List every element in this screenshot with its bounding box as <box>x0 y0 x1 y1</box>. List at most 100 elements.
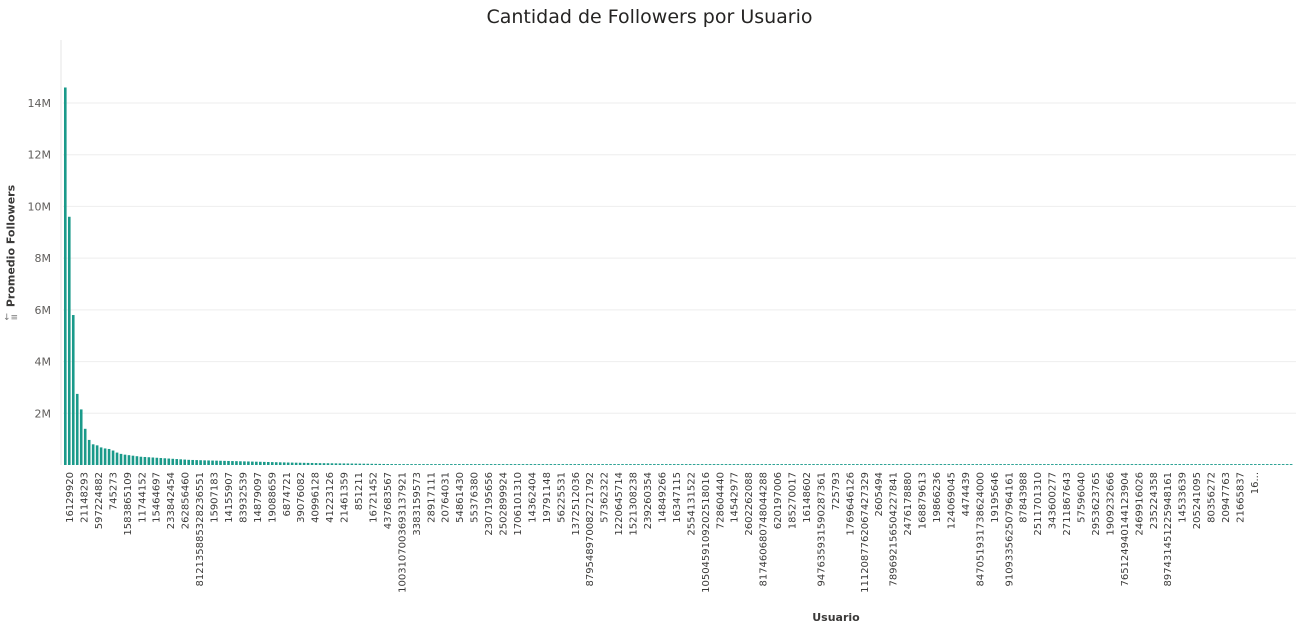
bar[interactable] <box>533 464 537 465</box>
bar[interactable] <box>306 462 310 465</box>
bar[interactable] <box>668 464 672 465</box>
bar[interactable] <box>1102 464 1106 465</box>
bar[interactable] <box>469 464 473 465</box>
bar[interactable] <box>664 464 668 465</box>
bar[interactable] <box>1019 464 1022 465</box>
bar[interactable] <box>1074 464 1078 465</box>
bar[interactable] <box>286 462 290 465</box>
bar[interactable] <box>1098 464 1102 465</box>
bar[interactable] <box>700 464 704 465</box>
bar[interactable] <box>1202 464 1205 465</box>
bar[interactable] <box>840 464 843 465</box>
bar[interactable] <box>637 464 640 465</box>
bar[interactable] <box>971 464 975 465</box>
bar[interactable] <box>155 457 159 465</box>
bar[interactable] <box>147 457 151 465</box>
bar[interactable] <box>247 461 250 465</box>
bar[interactable] <box>565 464 569 465</box>
bar[interactable] <box>1066 464 1070 465</box>
bar[interactable] <box>358 463 362 465</box>
bar[interactable] <box>605 464 608 465</box>
bar[interactable] <box>71 315 75 465</box>
bar[interactable] <box>557 464 561 465</box>
bar[interactable] <box>1178 464 1181 465</box>
bar[interactable] <box>322 463 326 465</box>
bar[interactable] <box>438 464 441 465</box>
bar[interactable] <box>139 456 143 465</box>
bar[interactable] <box>290 462 294 465</box>
bar[interactable] <box>975 464 979 465</box>
bar[interactable] <box>907 464 911 465</box>
bar[interactable] <box>1031 464 1034 465</box>
bar[interactable] <box>366 463 370 465</box>
bar[interactable] <box>812 464 815 465</box>
bar[interactable] <box>680 464 684 465</box>
bar[interactable] <box>521 464 525 465</box>
bar[interactable] <box>756 464 760 465</box>
bar[interactable] <box>159 458 163 465</box>
bar[interactable] <box>1027 464 1030 465</box>
bar[interactable] <box>1285 464 1289 465</box>
bar[interactable] <box>836 464 839 465</box>
bar[interactable] <box>529 464 533 465</box>
bar[interactable] <box>1166 464 1170 465</box>
bar[interactable] <box>792 464 795 465</box>
bar[interactable] <box>804 464 807 465</box>
bar[interactable] <box>947 464 951 465</box>
bar[interactable] <box>1055 464 1058 465</box>
bar[interactable] <box>772 464 776 465</box>
bar[interactable] <box>473 464 477 465</box>
bar[interactable] <box>923 464 927 465</box>
bar[interactable] <box>696 464 700 465</box>
bar[interactable] <box>426 464 429 465</box>
bar[interactable] <box>1126 464 1130 465</box>
bar[interactable] <box>1182 464 1185 465</box>
bar[interactable] <box>776 464 780 465</box>
bar[interactable] <box>720 464 724 465</box>
bar[interactable] <box>688 464 692 465</box>
bar[interactable] <box>354 463 358 465</box>
bar[interactable] <box>87 439 91 465</box>
bar[interactable] <box>1226 464 1229 465</box>
bar[interactable] <box>1186 464 1189 465</box>
bar[interactable] <box>1106 464 1110 465</box>
bar[interactable] <box>310 462 314 465</box>
bar[interactable] <box>525 464 529 465</box>
bar[interactable] <box>406 464 409 465</box>
bar[interactable] <box>231 461 234 465</box>
bar[interactable] <box>462 464 465 465</box>
bar[interactable] <box>450 464 453 465</box>
bar[interactable] <box>274 462 278 465</box>
bar[interactable] <box>577 464 581 465</box>
bar[interactable] <box>1043 464 1046 465</box>
bar[interactable] <box>983 464 986 465</box>
bar[interactable] <box>903 464 907 465</box>
bar[interactable] <box>943 464 947 465</box>
bar[interactable] <box>732 464 736 465</box>
bar[interactable] <box>477 464 481 465</box>
bar[interactable] <box>334 463 338 465</box>
sort-icon[interactable]: ↓≡ <box>3 313 19 323</box>
bar[interactable] <box>1273 464 1277 465</box>
bar[interactable] <box>1206 464 1209 465</box>
bar[interactable] <box>151 457 155 466</box>
bar[interactable] <box>513 464 517 465</box>
bar[interactable] <box>485 464 489 465</box>
bar[interactable] <box>788 464 791 465</box>
bar[interactable] <box>1254 464 1257 465</box>
bar[interactable] <box>203 460 206 465</box>
bar[interactable] <box>927 464 931 465</box>
bar[interactable] <box>1162 464 1166 465</box>
bar[interactable] <box>378 463 382 465</box>
bar[interactable] <box>1114 464 1118 465</box>
bar[interactable] <box>915 464 919 465</box>
bar[interactable] <box>1035 464 1038 465</box>
bar[interactable] <box>1078 464 1082 465</box>
bar[interactable] <box>625 464 628 465</box>
bar[interactable] <box>1051 464 1054 465</box>
bar[interactable] <box>259 461 262 465</box>
bar[interactable] <box>493 464 497 465</box>
bar[interactable] <box>541 464 545 465</box>
bar[interactable] <box>828 464 831 465</box>
bar[interactable] <box>243 461 246 465</box>
